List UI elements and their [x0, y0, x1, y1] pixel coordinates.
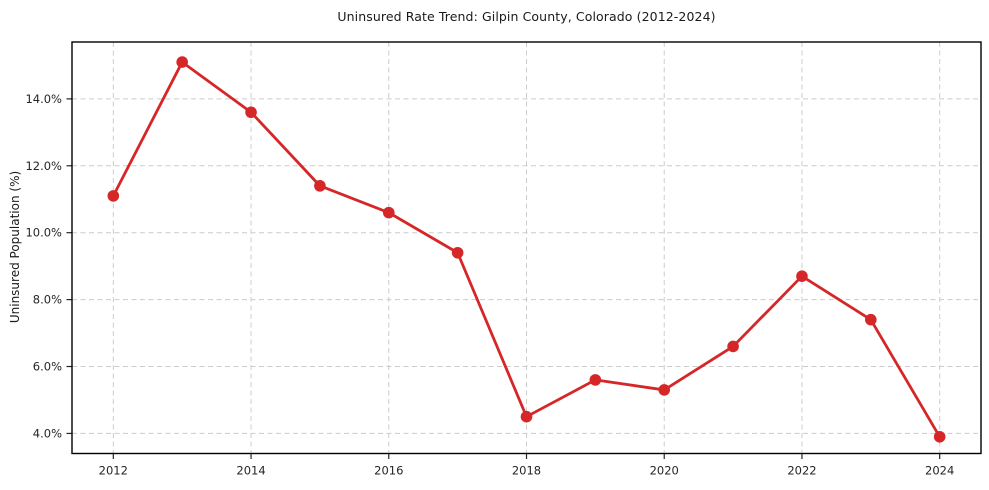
x-tick-label: 2018 — [512, 464, 541, 478]
y-tick-label: 14.0% — [25, 92, 62, 106]
data-point-2022 — [796, 270, 808, 282]
x-tick-label: 2022 — [787, 464, 816, 478]
x-tick-label: 2012 — [99, 464, 128, 478]
x-tick-label: 2016 — [374, 464, 403, 478]
y-tick-label: 12.0% — [25, 159, 62, 173]
data-point-2020 — [658, 384, 671, 396]
y-tick-label: 4.0% — [33, 426, 62, 440]
y-tick-label: 8.0% — [33, 293, 62, 307]
data-point-2017 — [451, 246, 464, 259]
data-point-2015 — [314, 180, 326, 192]
chart-title: Uninsured Rate Trend: Gilpin County, Col… — [337, 9, 716, 24]
x-tick-label: 2020 — [650, 464, 679, 478]
data-point-2013 — [176, 56, 188, 68]
data-point-2016 — [382, 206, 395, 219]
data-point-2019 — [589, 374, 602, 386]
data-point-2023 — [865, 313, 877, 326]
y-tick-label: 6.0% — [33, 360, 62, 374]
plot-border — [71, 41, 982, 455]
data-point-2014 — [245, 106, 257, 119]
y-tick-label: 10.0% — [25, 226, 62, 240]
data-point-2024 — [933, 430, 946, 443]
x-tick-label: 2024 — [925, 464, 954, 478]
x-tick-label: 2014 — [236, 464, 265, 478]
data-point-2021 — [727, 340, 739, 353]
data-point-2012 — [107, 190, 120, 202]
data-point-2018 — [520, 410, 533, 423]
